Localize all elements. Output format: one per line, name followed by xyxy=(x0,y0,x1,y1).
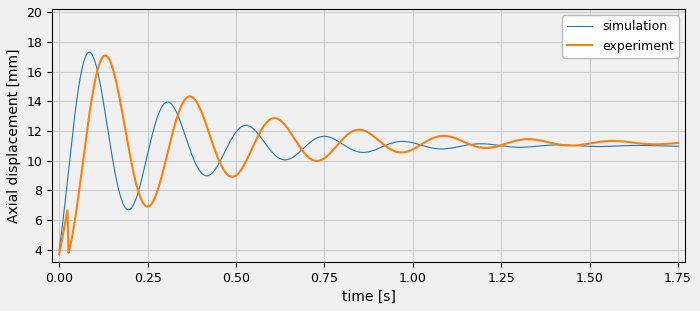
simulation xyxy=(674,144,682,148)
experiment xyxy=(421,141,429,144)
experiment xyxy=(469,144,477,148)
simulation xyxy=(662,144,671,148)
experiment xyxy=(674,141,682,145)
experiment xyxy=(165,142,174,146)
simulation xyxy=(293,153,301,156)
experiment xyxy=(102,54,110,58)
experiment xyxy=(336,140,344,144)
experiment xyxy=(522,137,531,141)
Y-axis label: Axial displacement [mm]: Axial displacement [mm] xyxy=(7,48,21,223)
simulation xyxy=(162,100,171,104)
simulation xyxy=(85,50,94,54)
Line: experiment: experiment xyxy=(60,56,678,254)
Legend: simulation, experiment: simulation, experiment xyxy=(562,15,679,58)
Line: simulation: simulation xyxy=(60,52,678,250)
experiment xyxy=(55,253,64,256)
simulation xyxy=(319,134,328,138)
simulation xyxy=(126,207,134,211)
X-axis label: time [s]: time [s] xyxy=(342,290,395,304)
simulation xyxy=(595,145,603,148)
simulation xyxy=(55,248,64,252)
experiment xyxy=(215,160,223,163)
